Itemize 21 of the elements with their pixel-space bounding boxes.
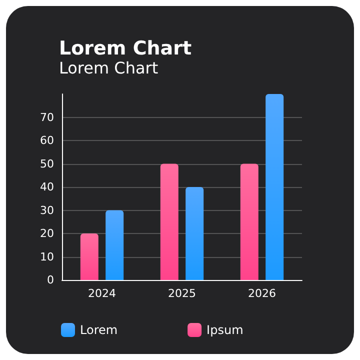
bar	[160, 164, 178, 280]
y-tick-label: 40	[40, 180, 54, 194]
y-tick-label: 30	[40, 204, 54, 217]
chart-subtitle: Lorem Chart	[59, 58, 158, 78]
legend-label: Lorem	[80, 323, 118, 337]
y-tick-label: 10	[40, 250, 54, 264]
chart-title: Lorem Chart	[59, 38, 192, 60]
bar	[186, 187, 204, 280]
x-tick-label: 2025	[168, 287, 196, 300]
x-tick-label: 2026	[248, 287, 276, 300]
y-tick-label: 20	[40, 227, 54, 240]
y-tick-label: 60	[40, 134, 54, 147]
y-tick-label: 50	[40, 157, 54, 170]
bar	[106, 210, 124, 280]
y-tick-label: 0	[47, 274, 54, 286]
bar	[240, 164, 258, 280]
legend-label: Ipsum	[206, 323, 244, 337]
bar	[266, 94, 284, 280]
y-tick-label: 70	[40, 110, 54, 124]
bar	[80, 234, 98, 280]
x-tick-label: 2024	[88, 287, 116, 300]
